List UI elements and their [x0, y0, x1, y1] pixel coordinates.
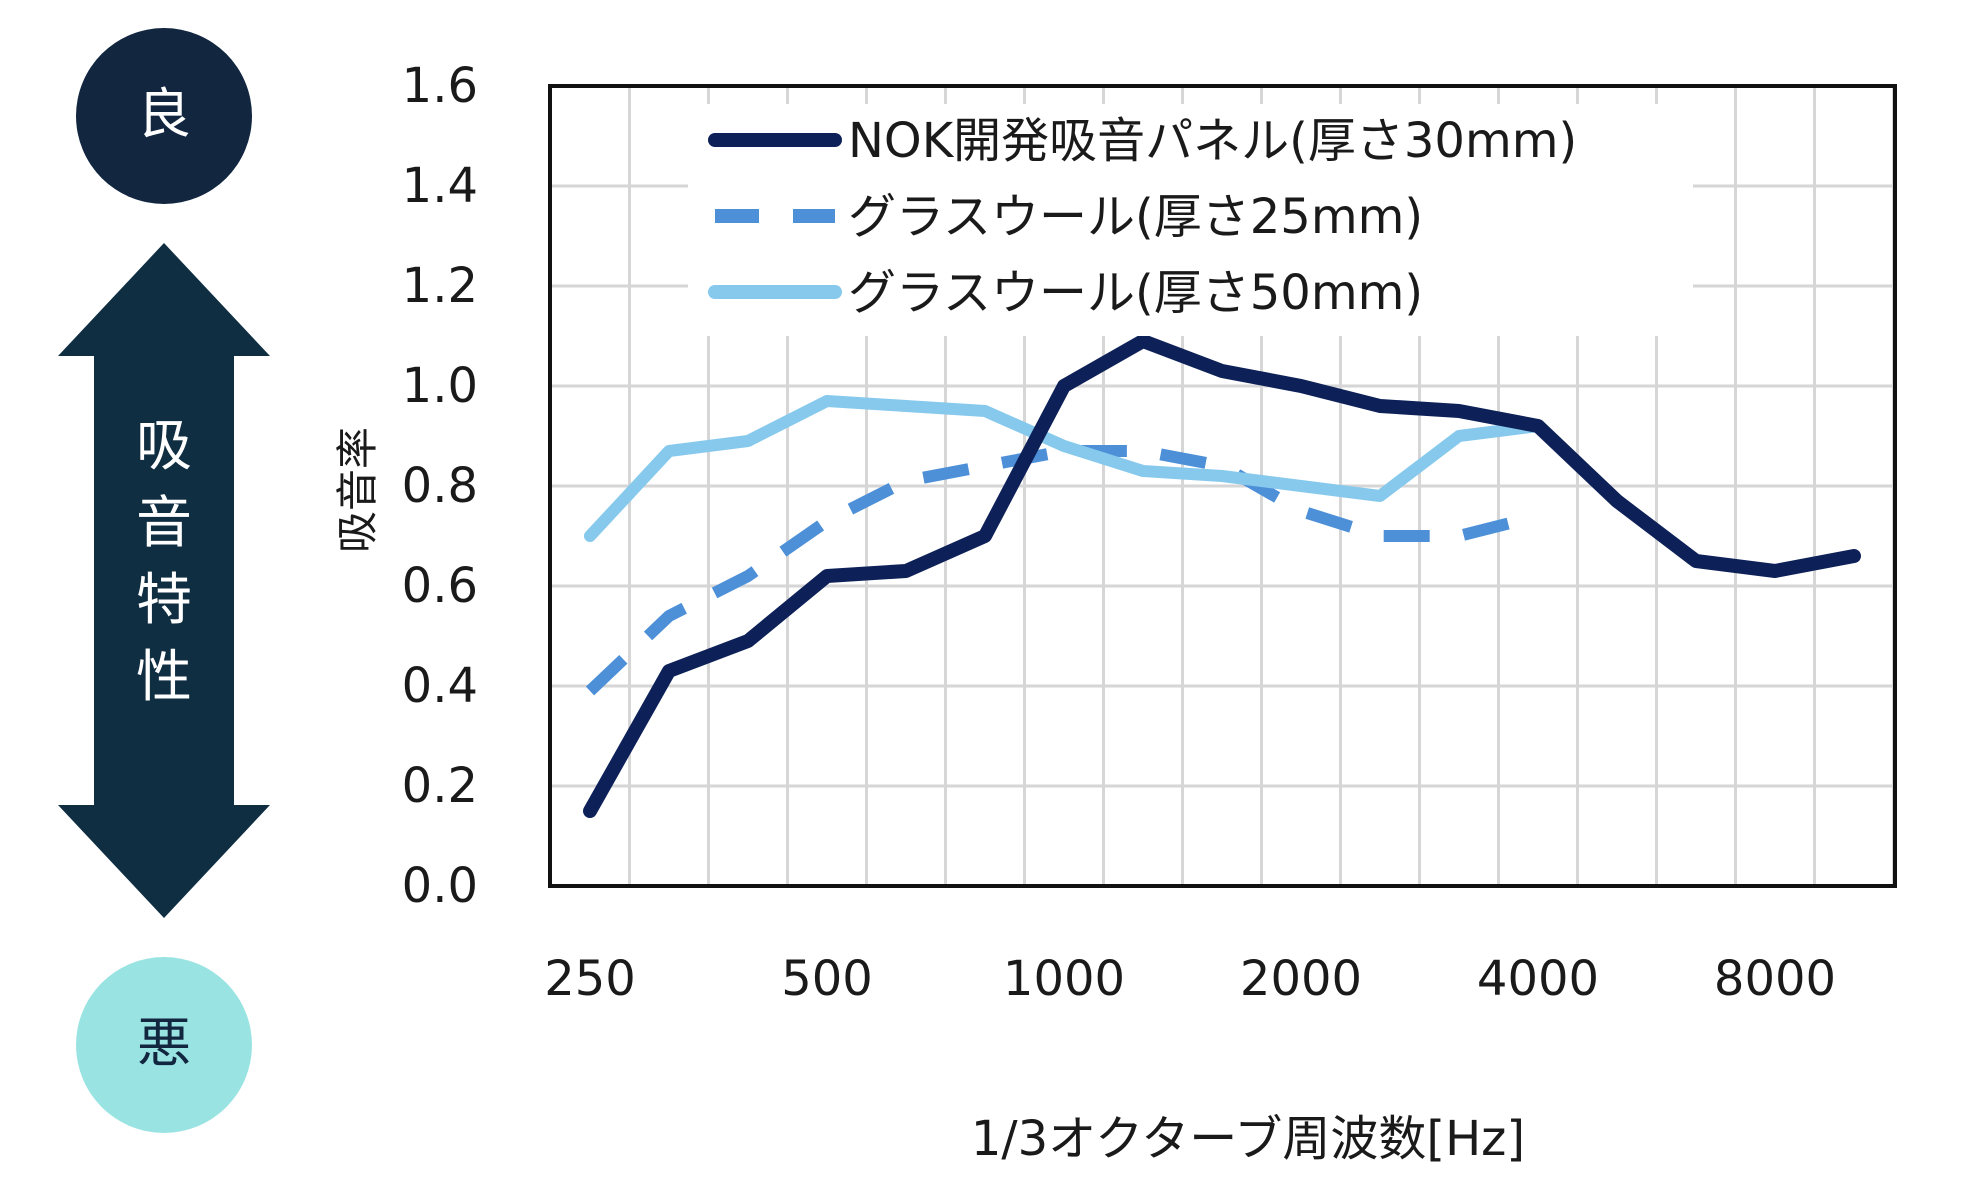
good-label: 良 — [137, 83, 191, 146]
legend-label-3: グラスウール(厚さ50mm) — [848, 265, 1423, 321]
y-tick-label: 0.6 — [402, 558, 478, 614]
side-axis-char-3: 特 — [136, 568, 192, 633]
side-scale: 良 吸 音 特 性 悪 — [58, 28, 270, 1133]
x-tick-label: 500 — [781, 951, 873, 1007]
x-tick-label: 2000 — [1240, 951, 1362, 1007]
x-tick-label: 1000 — [1003, 951, 1125, 1007]
bad-circle — [76, 957, 252, 1133]
y-axis-label: 吸音率 — [333, 427, 382, 553]
legend-background — [688, 104, 1693, 336]
series-lines — [583, 334, 1861, 818]
legend: NOK開発吸音パネル(厚さ30mm) グラスウール(厚さ25mm) グラスウール(厚… — [688, 104, 1693, 336]
legend-label-1: NOK開発吸音パネル(厚さ30mm) — [848, 113, 1577, 169]
side-axis-char-2: 音 — [136, 491, 192, 556]
good-circle — [76, 28, 252, 204]
x-tick-label: 4000 — [1477, 951, 1599, 1007]
y-tick-label: 1.4 — [402, 158, 478, 214]
y-tick-label: 1.6 — [402, 58, 478, 114]
double-arrow-icon — [58, 243, 270, 918]
y-tick-labels: 0.0 0.2 0.4 0.6 0.8 1.0 1.2 1.4 1.6 — [402, 58, 478, 914]
y-tick-label: 1.2 — [402, 258, 478, 314]
series-line-3 — [584, 395, 1544, 542]
series-line-1 — [583, 334, 1861, 818]
side-axis-char-4: 性 — [136, 645, 192, 710]
plot-frame — [548, 84, 1897, 888]
x-axis-label: 1/3オクターブ周波数[Hz] — [971, 1111, 1525, 1167]
side-axis-char-1: 吸 — [136, 414, 192, 479]
y-tick-label: 0.8 — [402, 458, 478, 514]
x-tick-label: 8000 — [1714, 951, 1836, 1007]
series-line-2 — [585, 445, 1540, 696]
y-tick-label: 0.2 — [402, 758, 478, 814]
bad-label: 悪 — [137, 1012, 191, 1075]
legend-label-2: グラスウール(厚さ25mm) — [848, 189, 1423, 245]
y-tick-label: 0.0 — [402, 858, 478, 914]
x-tick-labels: 250 500 1000 2000 4000 8000 — [544, 951, 1836, 1007]
x-tick-label: 250 — [544, 951, 636, 1007]
y-tick-label: 1.0 — [402, 358, 478, 414]
y-tick-label: 0.4 — [402, 658, 478, 714]
